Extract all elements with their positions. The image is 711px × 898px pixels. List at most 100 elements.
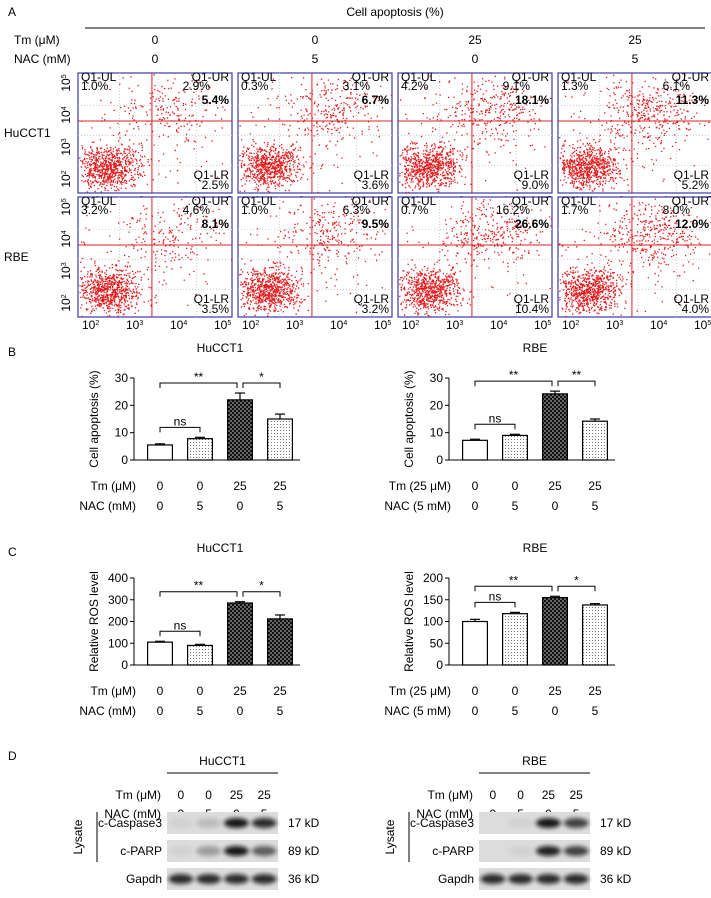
blot-band <box>563 818 589 828</box>
panel-label: A <box>8 5 16 19</box>
molecular-weight: 36 kD <box>600 872 632 886</box>
axis-tick-label: 105 <box>59 198 73 215</box>
bar <box>147 641 174 666</box>
event-dots <box>399 75 552 194</box>
tick-base: 10 <box>59 110 73 124</box>
axis-tick-label: 102 <box>562 318 579 332</box>
axis-tick-label: 102 <box>242 318 259 332</box>
significance-bracket <box>474 423 516 430</box>
condition-label: Tm (μM) <box>90 684 136 698</box>
quadrant-percent: 2.9% <box>183 79 211 93</box>
condition-value: 0 <box>152 52 159 66</box>
axis-tick-label: 103 <box>59 138 73 155</box>
condition-value: 25 <box>273 479 287 493</box>
event-dots <box>239 77 393 194</box>
y-tick-label: 0 <box>121 453 128 467</box>
condition-value: 0 <box>472 479 479 493</box>
condition-label: NAC (5 mM) <box>384 704 451 718</box>
condition-value: 0 <box>512 479 519 493</box>
tick-base: 10 <box>694 318 708 332</box>
significance-label: ns <box>489 589 502 603</box>
y-axis-label: Cell apoptosis (%) <box>402 370 416 467</box>
row-label: HuCCT1 <box>4 126 51 140</box>
blot-background <box>479 868 590 890</box>
tick-base: 10 <box>650 318 664 332</box>
bar <box>147 444 174 461</box>
condition-value: 5 <box>632 52 639 66</box>
quadrant-name: Q1-LR <box>354 292 390 306</box>
condition-value: 0 <box>205 788 212 802</box>
condition-value: 25 <box>588 479 602 493</box>
significance-bracket <box>557 380 596 387</box>
y-tick-label: 0 <box>121 658 128 672</box>
quadrant-name: Q1-UR <box>192 70 230 84</box>
significance-bracket <box>159 426 201 433</box>
significance-bracket <box>474 601 516 608</box>
panel-label: D <box>8 749 17 763</box>
blot-background <box>479 812 590 834</box>
tick-exponent: 2 <box>61 170 68 174</box>
chart-title: HuCCT1 <box>197 541 244 555</box>
significance-label: * <box>574 573 579 587</box>
blot-band <box>508 818 534 828</box>
molecular-weight: 89 kD <box>288 844 320 858</box>
quadrant-name: Q1-UL <box>81 70 117 84</box>
apoptosis-total: 18.1% <box>515 93 549 107</box>
chart-title: HuCCT1 <box>197 341 244 355</box>
quadrant-percent: 4.6% <box>183 203 211 217</box>
axis-tick-label: 105 <box>214 318 231 332</box>
tick-exponent: 4 <box>343 320 347 327</box>
tick-base: 10 <box>59 78 73 92</box>
apoptosis-total: 5.4% <box>202 93 230 107</box>
quadrant-percent: 0.3% <box>241 79 269 93</box>
y-tick-label: 100 <box>108 636 128 650</box>
condition-value: 5 <box>512 704 519 718</box>
side-label: Lysate <box>383 819 397 854</box>
quadrant-percent: 1.3% <box>561 79 589 93</box>
tick-exponent: 5 <box>61 198 68 202</box>
tick-exponent: 5 <box>547 320 551 327</box>
quadrant-percent: 3.2% <box>362 302 390 316</box>
blot-background <box>167 868 278 890</box>
quadrant-name: Q1-LR <box>674 168 710 182</box>
axis-tick-label: 105 <box>694 318 711 332</box>
quadrant-percent: 2.5% <box>202 178 230 192</box>
tick-exponent: 2 <box>415 320 419 327</box>
condition-value: 0 <box>490 788 497 802</box>
condition-value: 0 <box>517 788 524 802</box>
tick-exponent: 2 <box>255 320 259 327</box>
event-dots <box>399 198 553 318</box>
blot-band <box>535 818 561 828</box>
significance-label: ns <box>174 414 187 428</box>
tick-exponent: 5 <box>707 320 711 327</box>
condition-value: 25 <box>233 479 247 493</box>
tick-base: 10 <box>374 318 388 332</box>
blot-title: HuCCT1 <box>199 754 246 768</box>
bar <box>187 438 214 461</box>
axis-tick-label: 103 <box>126 318 143 332</box>
y-axis-label: Relative ROS level <box>402 571 416 672</box>
quadrant-name: Q1-UL <box>561 70 597 84</box>
significance-label: ** <box>194 370 204 384</box>
quadrant-name: Q1-UL <box>241 194 277 208</box>
condition-value: 0 <box>552 499 559 513</box>
axis-tick-label: 104 <box>490 318 507 332</box>
tick-exponent: 3 <box>61 138 68 142</box>
bar <box>227 602 254 666</box>
significance-bracket <box>474 380 553 387</box>
blot-background <box>479 840 590 862</box>
axis-tick-label: 104 <box>59 106 73 123</box>
quadrant-percent: 9.1% <box>503 79 531 93</box>
condition-value: 0 <box>157 704 164 718</box>
tick-base: 10 <box>402 318 416 332</box>
condition-value: 5 <box>197 704 204 718</box>
panel-label: B <box>8 345 16 359</box>
tick-base: 10 <box>606 318 620 332</box>
tick-exponent: 4 <box>61 106 68 110</box>
y-tick-label: 0 <box>436 453 443 467</box>
quadrant-percent: 5.2% <box>682 178 710 192</box>
y-tick-label: 10 <box>115 426 129 440</box>
axis-tick-label: 104 <box>650 318 667 332</box>
tick-base: 10 <box>59 174 73 188</box>
quadrant-name: Q1-UR <box>352 70 390 84</box>
